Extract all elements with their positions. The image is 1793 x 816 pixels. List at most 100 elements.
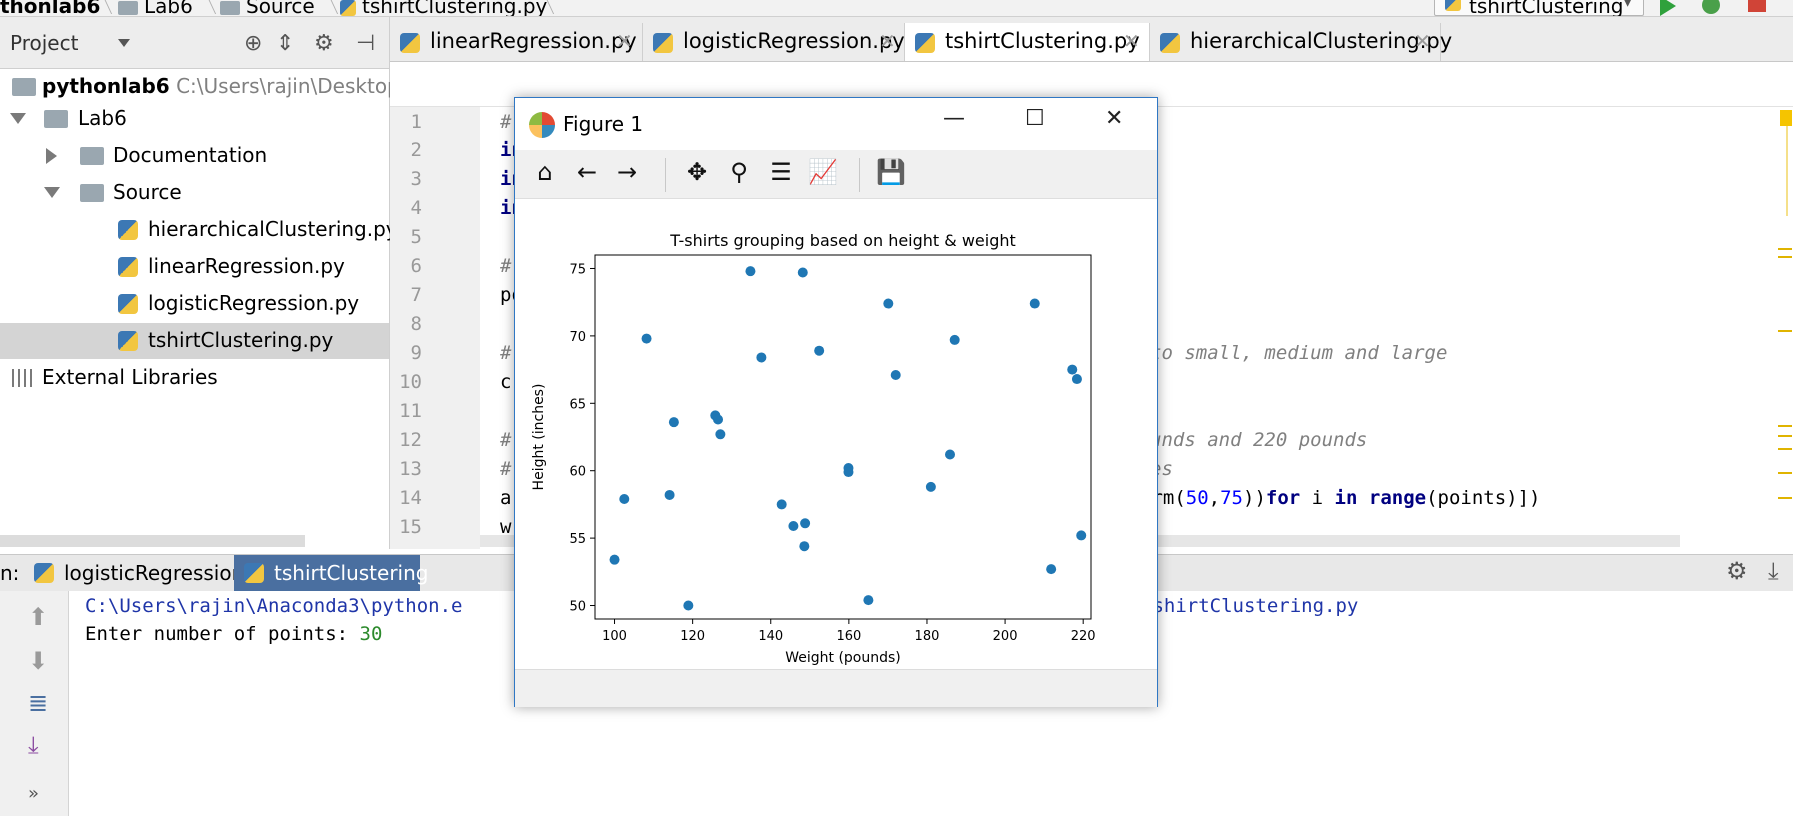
run-icon[interactable]: [1660, 0, 1676, 16]
line-number: 10: [399, 371, 422, 393]
line-number: 12: [399, 429, 422, 451]
figure-title: Figure 1: [563, 112, 644, 136]
python-file-icon: [340, 0, 356, 16]
x-axis-label: Weight (pounds): [785, 650, 901, 666]
debug-icon[interactable]: [1702, 0, 1720, 14]
x-tick-label: 120: [680, 629, 705, 644]
tree-item-label: hierarchicalClustering.py: [148, 217, 398, 241]
line-number: 6: [410, 255, 422, 277]
python-file-icon: [400, 33, 420, 53]
close-icon[interactable]: ✕: [879, 29, 896, 53]
scatter-point: [713, 414, 724, 425]
run-tab-logisticregression[interactable]: logisticRegression: [24, 555, 244, 591]
run-panel-label: n:: [0, 561, 20, 585]
scroll-marker[interactable]: [1778, 256, 1792, 258]
chevron-down-icon[interactable]: [118, 39, 130, 47]
breadcrumb-file[interactable]: tshirtClustering.py: [340, 0, 547, 16]
subplots-icon[interactable]: ☰: [770, 158, 792, 186]
tree-item-lab6[interactable]: Lab6: [0, 101, 389, 137]
hide-panel-icon[interactable]: ⊣: [356, 31, 376, 56]
project-view-title[interactable]: Project: [10, 31, 79, 55]
scatter-point: [1067, 364, 1078, 375]
tree-item-source[interactable]: Source: [0, 175, 389, 211]
folder-icon: [80, 147, 104, 165]
back-arrow-icon[interactable]: ←: [576, 158, 598, 186]
scroll-marker[interactable]: [1778, 497, 1792, 499]
tree-item-hierarchicalclustering[interactable]: hierarchicalClustering.py: [0, 212, 398, 248]
tree-item-external-libraries[interactable]: External Libraries: [0, 360, 389, 396]
tree-item-label: linearRegression.py: [148, 254, 345, 278]
scroll-to-end-icon[interactable]: ⤓: [28, 731, 39, 759]
run-configuration-label: tshirtClustering: [1469, 0, 1624, 17]
close-icon[interactable]: ✕: [1123, 29, 1140, 53]
python-file-icon: [915, 33, 935, 53]
figure-title-bar[interactable]: Figure 1 — ☐ ✕: [515, 98, 1157, 150]
breadcrumb-source[interactable]: Source: [220, 0, 315, 16]
breadcrumb-project[interactable]: thonlab6: [0, 0, 101, 17]
run-tab-label: logisticRegression: [64, 561, 245, 585]
python-file-icon: [244, 563, 264, 583]
console-input-value: 30: [359, 623, 383, 645]
gear-icon[interactable]: ⚙: [1726, 557, 1748, 585]
close-icon[interactable]: ✕: [1105, 106, 1124, 131]
stop-icon[interactable]: [1748, 0, 1766, 12]
figure-canvas[interactable]: T-shirts grouping based on height & weig…: [515, 199, 1157, 669]
save-icon[interactable]: 💾: [876, 158, 906, 186]
scroll-marker[interactable]: [1778, 435, 1792, 437]
maximize-icon[interactable]: ☐: [1025, 106, 1045, 131]
zoom-icon[interactable]: ⚲: [730, 158, 748, 186]
figure-window: Figure 1 — ☐ ✕ ⌂ ← → ✥ ⚲ ☰ 📈 💾 T-shirts …: [514, 97, 1158, 707]
scatter-point: [668, 417, 679, 428]
arrow-up-icon[interactable]: ⬆: [28, 603, 49, 631]
scatter-point: [890, 369, 901, 380]
code-line-overflow: orm(50,75))for i in range(points)]): [1140, 487, 1541, 509]
run-tab-tshirtclustering[interactable]: tshirtClustering: [234, 555, 428, 591]
code-line-overflow: to small, medium and large: [1150, 342, 1448, 364]
scatter-point: [1046, 564, 1057, 575]
chevron-down-icon[interactable]: [10, 113, 26, 124]
run-configuration-select[interactable]: tshirtClustering ▼: [1434, 0, 1644, 16]
forward-arrow-icon[interactable]: →: [616, 158, 638, 186]
scroll-marker[interactable]: [1778, 472, 1792, 474]
toolbar-separator: [665, 158, 666, 192]
scroll-marker[interactable]: [1778, 330, 1792, 332]
minimize-icon[interactable]: —: [943, 106, 965, 131]
home-icon[interactable]: ⌂: [537, 158, 553, 186]
plot-area: [594, 254, 1092, 620]
more-icon[interactable]: »: [28, 783, 40, 804]
scatter-point: [715, 429, 726, 440]
hide-panel-icon[interactable]: ⤓: [1768, 557, 1779, 585]
collapse-all-icon[interactable]: ⇕: [276, 31, 295, 56]
tab-linearregression[interactable]: linearRegression.py ✕: [390, 23, 643, 61]
y-tick-label: 70: [569, 330, 586, 345]
tree-item-label: External Libraries: [42, 365, 218, 389]
chevron-down-icon[interactable]: [44, 187, 60, 198]
breadcrumb-lab6[interactable]: Lab6: [118, 0, 193, 16]
line-number: 5: [410, 226, 422, 248]
chevron-right-icon[interactable]: [46, 148, 57, 164]
gear-icon[interactable]: ⚙: [314, 31, 334, 56]
pan-icon[interactable]: ✥: [686, 158, 708, 186]
scroll-marker[interactable]: [1778, 248, 1792, 250]
x-tick-label: 180: [915, 629, 940, 644]
tree-item-logisticregression[interactable]: logisticRegression.py: [0, 286, 389, 322]
tree-item-linearregression[interactable]: linearRegression.py: [0, 249, 389, 285]
arrow-down-icon[interactable]: ⬇: [28, 647, 49, 675]
scatter-point: [683, 600, 694, 611]
tree-item-tshirtclustering[interactable]: tshirtClustering.py: [0, 323, 389, 359]
locate-target-icon[interactable]: ⊕: [244, 31, 263, 56]
scroll-marker[interactable]: [1778, 425, 1792, 427]
close-icon[interactable]: ✕: [1414, 29, 1431, 53]
tree-item-pythonlab6[interactable]: pythonlab6 C:\Users\rajin\Desktop\p: [0, 69, 419, 105]
tab-tshirtclustering[interactable]: tshirtClustering.py ✕: [905, 23, 1150, 61]
inspection-status-icon[interactable]: [1780, 110, 1792, 126]
tree-item-documentation[interactable]: Documentation: [0, 138, 389, 174]
edit-axis-icon[interactable]: 📈: [808, 158, 838, 186]
soft-wrap-icon[interactable]: ≣: [28, 689, 49, 717]
tab-logisticregression[interactable]: logisticRegression.py ✕: [643, 23, 905, 61]
project-horizontal-scrollbar[interactable]: [0, 535, 305, 547]
close-icon[interactable]: ✕: [616, 29, 633, 53]
tree-item-label: Source: [113, 180, 182, 204]
scroll-marker[interactable]: [1778, 448, 1792, 450]
tab-hierarchicalclustering[interactable]: hierarchicalClustering.py ✕: [1150, 23, 1452, 61]
